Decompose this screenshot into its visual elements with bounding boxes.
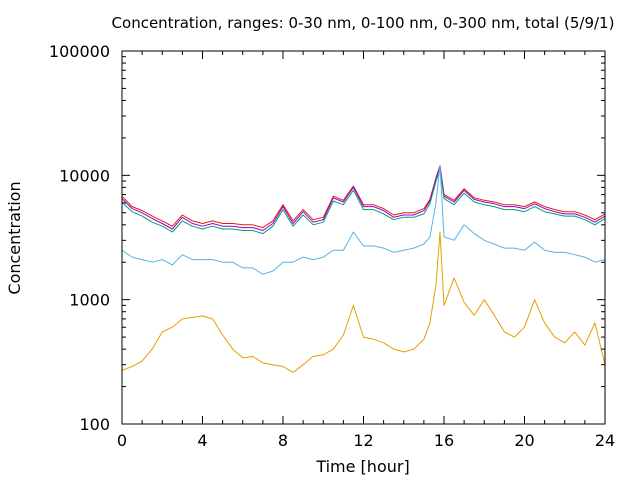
- x-tick-label: 24: [595, 431, 615, 450]
- chart-title: Concentration, ranges: 0-30 nm, 0-100 nm…: [112, 14, 615, 32]
- x-tick-label: 16: [434, 431, 454, 450]
- y-tick-label: 100: [79, 415, 110, 434]
- y-tick-label: 10000: [59, 166, 110, 185]
- x-tick-label: 4: [197, 431, 207, 450]
- series-line-1: [121, 165, 606, 229]
- y-axis-label: Concentration: [5, 181, 24, 294]
- axis-group: 0 4 8 12 16 20 24 100 1000 10000 100000: [49, 42, 615, 450]
- series-group: [121, 165, 606, 373]
- x-tick-label: 12: [353, 431, 373, 450]
- series-line-5: [121, 231, 606, 373]
- y-tick-label: 1000: [69, 291, 110, 310]
- series-line-2: [121, 165, 606, 231]
- x-tick-label: 0: [117, 431, 127, 450]
- series-line-4: [121, 165, 606, 275]
- y-tick-label: 100000: [49, 42, 110, 61]
- series-line-3: [121, 168, 606, 235]
- x-tick-label: 20: [514, 431, 534, 450]
- x-axis-label: Time [hour]: [315, 457, 409, 476]
- x-tick-label: 8: [278, 431, 288, 450]
